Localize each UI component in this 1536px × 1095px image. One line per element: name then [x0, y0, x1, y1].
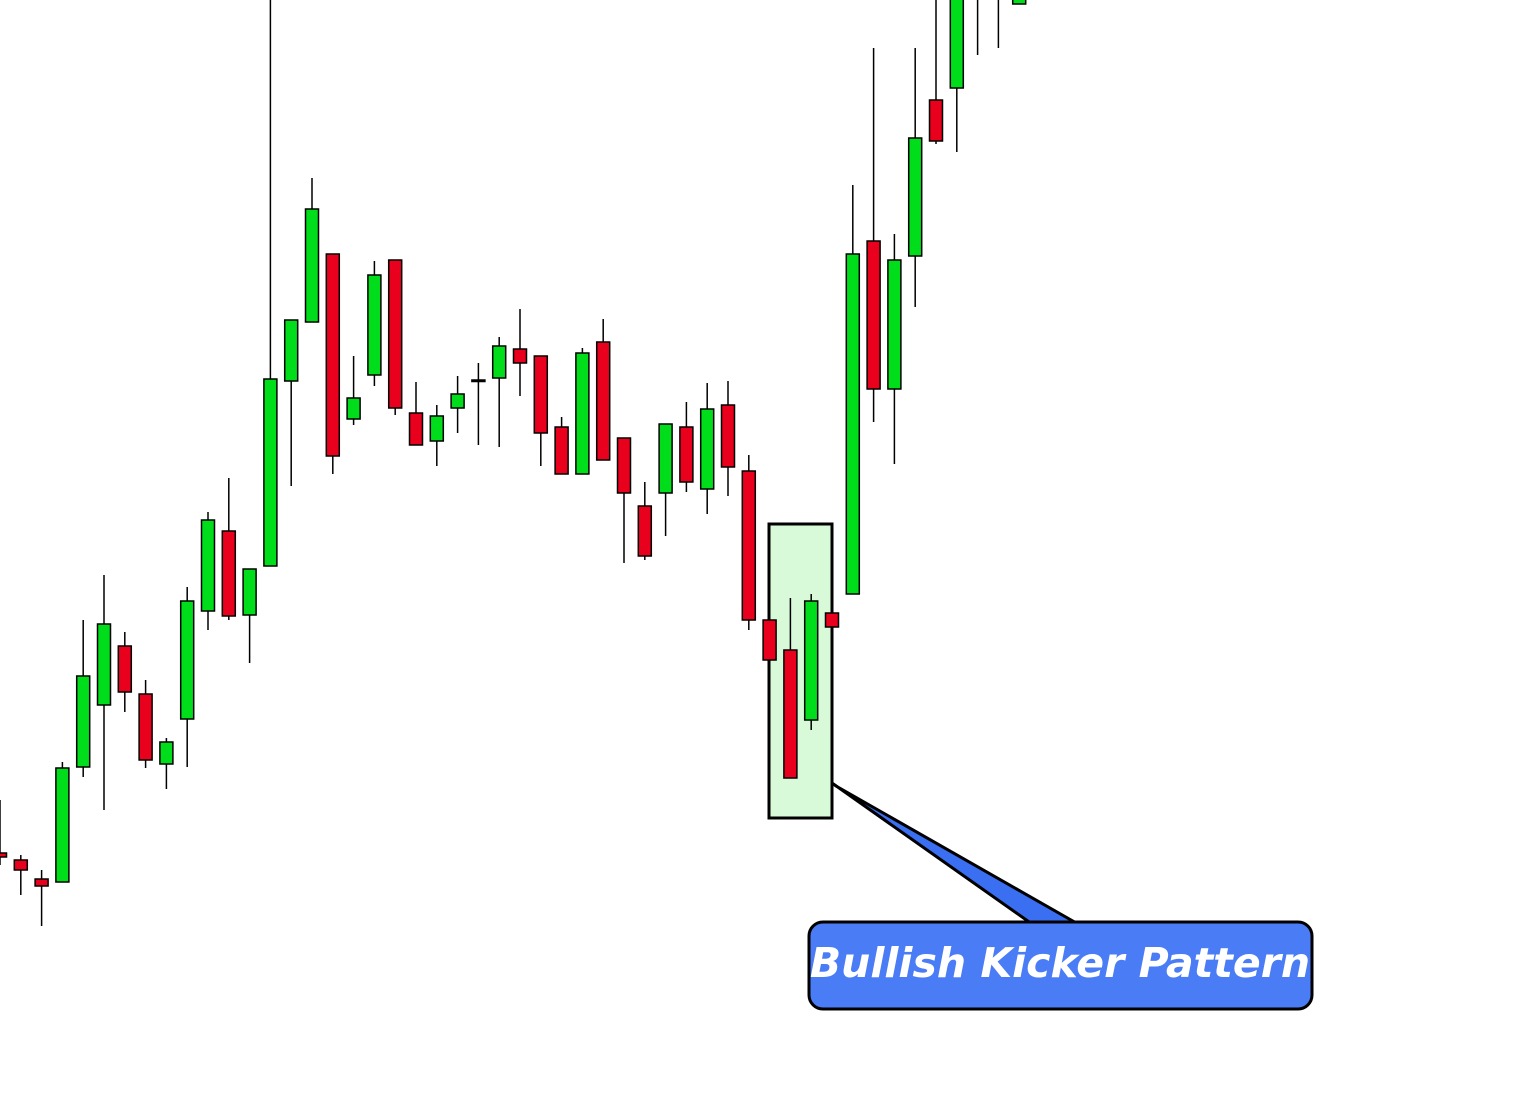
candle-body — [75, 675, 91, 768]
candle-body — [949, 0, 965, 89]
candle-body — [720, 404, 736, 468]
candle-body — [679, 426, 694, 483]
candle-body — [512, 348, 528, 364]
candle-body — [616, 437, 632, 494]
candle-body — [595, 341, 611, 461]
candle-body — [117, 645, 133, 693]
callout-box — [807, 920, 1314, 1011]
candle-body — [887, 259, 902, 390]
candle-body — [304, 208, 320, 323]
candle-body — [699, 408, 715, 490]
callout-pointer — [831, 781, 1084, 926]
candle-body — [34, 878, 49, 887]
candle-body — [242, 568, 257, 616]
candle-body — [429, 415, 445, 442]
candle-body — [325, 253, 341, 457]
candle-body — [741, 470, 757, 621]
candle-body — [263, 378, 278, 567]
candle-body — [533, 355, 549, 434]
candle-body — [907, 137, 923, 257]
candle-body — [159, 741, 174, 765]
candle-body — [824, 612, 840, 628]
candle-body — [783, 649, 798, 779]
candle-body — [13, 859, 29, 871]
candle-body — [346, 397, 361, 420]
candle-body — [200, 519, 216, 612]
candle-body — [367, 274, 382, 376]
candles — [0, 0, 1027, 926]
candle-body — [450, 393, 465, 409]
candle-body — [491, 345, 507, 379]
candle-body — [866, 240, 881, 390]
candle-body — [658, 423, 673, 494]
candle-body — [845, 253, 861, 595]
candle-body — [1011, 0, 1027, 5]
candle-body — [179, 600, 195, 720]
candle-body — [637, 505, 653, 557]
candle-body — [575, 352, 590, 475]
candle-body — [283, 319, 299, 382]
candle-body — [471, 379, 486, 383]
candle-body — [928, 99, 944, 142]
candle-body — [221, 530, 237, 617]
candle-body — [554, 426, 569, 475]
candle-body — [138, 693, 153, 761]
candle-body — [803, 600, 819, 721]
candle-body — [0, 852, 8, 858]
candle-body — [408, 412, 424, 446]
annotation-text: Bullish Kicker Pattern — [810, 939, 1310, 987]
highlight-box — [767, 522, 834, 820]
pattern-highlight — [767, 522, 834, 820]
candle-body — [96, 623, 112, 706]
candle-body — [762, 619, 777, 661]
candle-body — [55, 767, 70, 883]
callout: Bullish Kicker Pattern — [807, 781, 1314, 1011]
candle-body — [387, 259, 403, 409]
